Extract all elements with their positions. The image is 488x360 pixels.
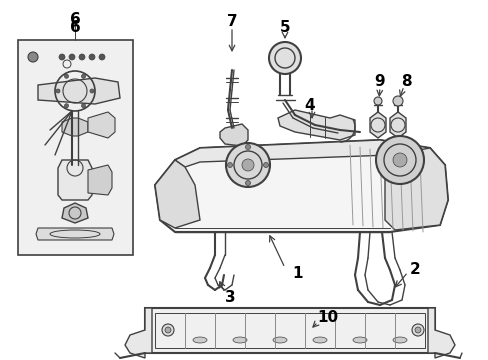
Circle shape xyxy=(392,153,406,167)
Text: 4: 4 xyxy=(304,98,315,112)
Circle shape xyxy=(245,144,250,149)
Polygon shape xyxy=(175,140,444,167)
Circle shape xyxy=(375,136,423,184)
Circle shape xyxy=(56,89,60,93)
Text: 7: 7 xyxy=(226,14,237,30)
Circle shape xyxy=(245,180,250,185)
Circle shape xyxy=(89,54,95,60)
Circle shape xyxy=(79,54,85,60)
Text: 3: 3 xyxy=(224,291,235,306)
Text: 1: 1 xyxy=(292,266,303,280)
Text: 10: 10 xyxy=(317,310,338,325)
Polygon shape xyxy=(389,112,405,138)
Ellipse shape xyxy=(232,337,246,343)
Polygon shape xyxy=(155,140,447,232)
Circle shape xyxy=(392,96,402,106)
Circle shape xyxy=(414,327,420,333)
Polygon shape xyxy=(38,78,120,104)
Ellipse shape xyxy=(272,337,286,343)
Circle shape xyxy=(225,143,269,187)
Circle shape xyxy=(28,52,38,62)
Circle shape xyxy=(81,74,85,78)
Circle shape xyxy=(162,324,174,336)
Ellipse shape xyxy=(352,337,366,343)
Text: 2: 2 xyxy=(409,262,420,278)
Ellipse shape xyxy=(193,337,206,343)
Circle shape xyxy=(59,54,65,60)
Text: 6: 6 xyxy=(69,13,80,27)
Polygon shape xyxy=(62,203,88,223)
Polygon shape xyxy=(278,110,354,140)
Text: 5: 5 xyxy=(279,21,290,36)
Polygon shape xyxy=(384,148,447,230)
Text: 9: 9 xyxy=(374,75,385,90)
Polygon shape xyxy=(220,124,247,146)
Polygon shape xyxy=(62,118,88,136)
Polygon shape xyxy=(58,160,92,200)
Circle shape xyxy=(242,159,253,171)
Text: 6: 6 xyxy=(69,21,80,36)
Bar xyxy=(18,40,133,255)
Circle shape xyxy=(227,162,232,167)
Polygon shape xyxy=(125,308,152,358)
Circle shape xyxy=(69,54,75,60)
Polygon shape xyxy=(427,308,454,358)
Circle shape xyxy=(411,324,423,336)
Circle shape xyxy=(373,97,381,105)
Circle shape xyxy=(164,327,171,333)
Ellipse shape xyxy=(312,337,326,343)
Polygon shape xyxy=(88,165,112,195)
Circle shape xyxy=(90,89,94,93)
Polygon shape xyxy=(155,160,200,228)
Text: 8: 8 xyxy=(400,75,410,90)
Circle shape xyxy=(268,42,301,74)
Polygon shape xyxy=(369,112,385,138)
Circle shape xyxy=(99,54,105,60)
Circle shape xyxy=(64,104,68,108)
Polygon shape xyxy=(88,112,115,138)
Circle shape xyxy=(64,74,68,78)
Bar xyxy=(155,313,424,348)
Bar xyxy=(145,308,434,353)
Circle shape xyxy=(263,162,268,167)
Ellipse shape xyxy=(392,337,406,343)
Polygon shape xyxy=(36,228,114,240)
Circle shape xyxy=(81,104,85,108)
